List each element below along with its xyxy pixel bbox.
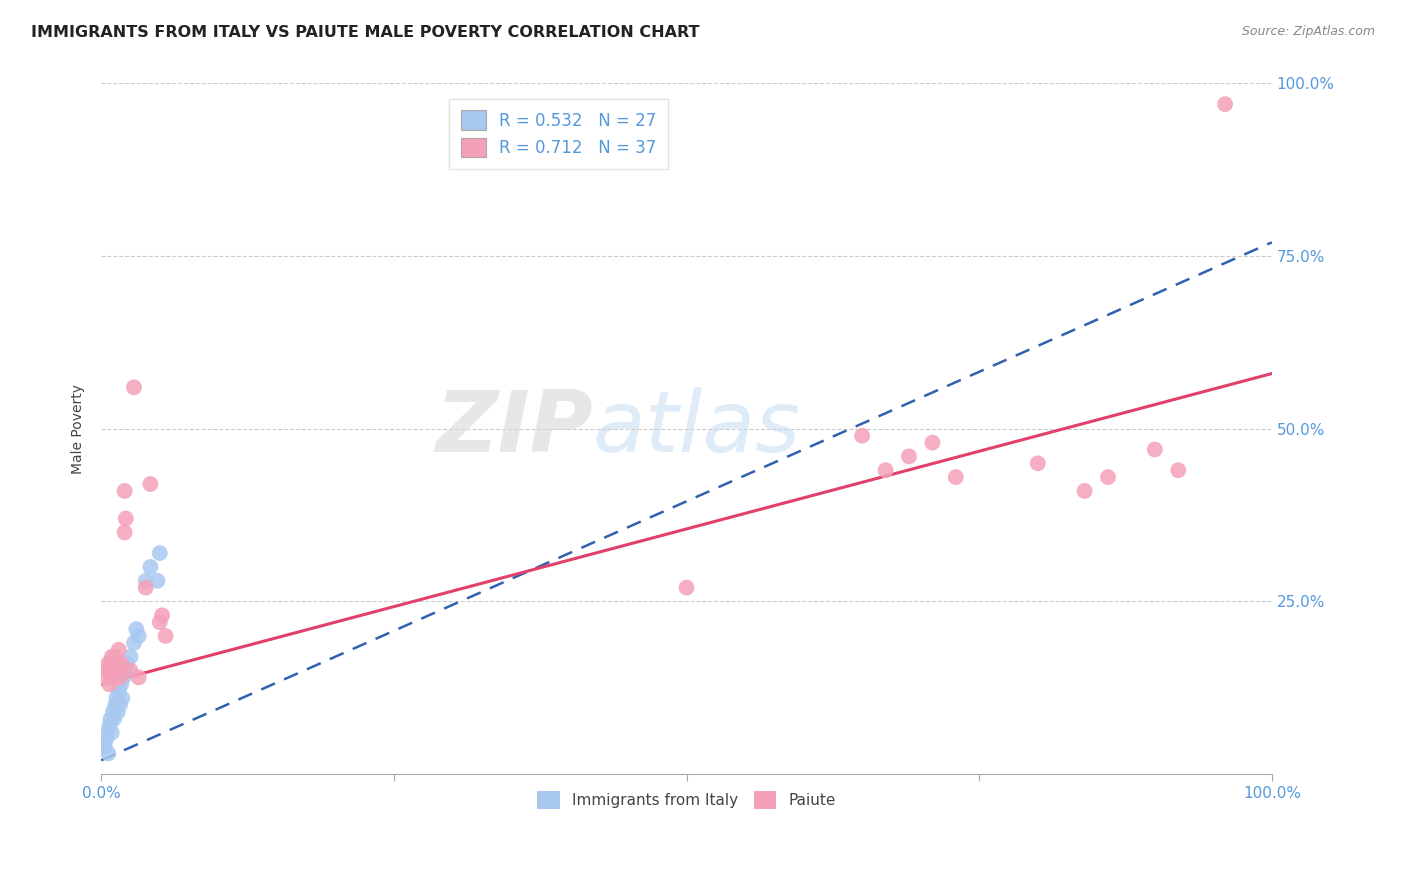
Point xyxy=(107,684,129,698)
Point xyxy=(122,380,145,394)
Point xyxy=(96,725,118,739)
Point xyxy=(139,560,162,574)
Point xyxy=(1026,456,1049,470)
Point xyxy=(898,450,921,464)
Point xyxy=(104,698,127,712)
Point xyxy=(103,664,125,678)
Point xyxy=(96,664,118,678)
Text: Source: ZipAtlas.com: Source: ZipAtlas.com xyxy=(1241,25,1375,38)
Point xyxy=(128,670,150,684)
Point xyxy=(128,629,150,643)
Point xyxy=(97,747,120,761)
Point xyxy=(921,435,943,450)
Point xyxy=(146,574,169,588)
Legend: Immigrants from Italy, Paiute: Immigrants from Italy, Paiute xyxy=(531,785,842,814)
Point xyxy=(105,691,128,706)
Point xyxy=(149,615,172,630)
Point xyxy=(105,657,128,671)
Point xyxy=(122,636,145,650)
Text: IMMIGRANTS FROM ITALY VS PAIUTE MALE POVERTY CORRELATION CHART: IMMIGRANTS FROM ITALY VS PAIUTE MALE POV… xyxy=(31,25,699,40)
Point xyxy=(1167,463,1189,477)
Point xyxy=(149,546,172,560)
Text: atlas: atlas xyxy=(593,387,801,470)
Point xyxy=(851,428,873,442)
Point xyxy=(101,670,124,684)
Y-axis label: Male Poverty: Male Poverty xyxy=(72,384,86,474)
Point xyxy=(107,642,129,657)
Point xyxy=(135,581,157,595)
Point xyxy=(93,670,115,684)
Point xyxy=(120,649,142,664)
Point xyxy=(111,691,134,706)
Point xyxy=(108,698,131,712)
Point xyxy=(101,705,124,719)
Point xyxy=(114,664,136,678)
Point xyxy=(94,732,117,747)
Point xyxy=(100,649,122,664)
Point xyxy=(115,657,138,671)
Point xyxy=(150,608,173,623)
Point xyxy=(875,463,897,477)
Point xyxy=(110,657,132,671)
Point xyxy=(1097,470,1119,484)
Point xyxy=(1213,97,1236,112)
Point xyxy=(100,725,122,739)
Point xyxy=(114,525,136,540)
Point xyxy=(107,664,129,678)
Point xyxy=(1073,483,1095,498)
Text: ZIP: ZIP xyxy=(436,387,593,470)
Point xyxy=(114,483,136,498)
Point xyxy=(155,629,177,643)
Point xyxy=(104,649,127,664)
Point xyxy=(108,670,131,684)
Point xyxy=(135,574,157,588)
Point xyxy=(675,581,697,595)
Point xyxy=(114,511,136,525)
Point xyxy=(98,677,121,691)
Point xyxy=(945,470,967,484)
Point xyxy=(107,705,129,719)
Point xyxy=(97,657,120,671)
Point xyxy=(100,657,122,671)
Point xyxy=(100,712,122,726)
Point xyxy=(139,477,162,491)
Point xyxy=(120,664,142,678)
Point xyxy=(103,712,125,726)
Point xyxy=(1143,442,1166,457)
Point xyxy=(125,622,148,636)
Point xyxy=(98,719,121,733)
Point xyxy=(110,677,132,691)
Point xyxy=(93,739,115,754)
Point xyxy=(112,670,135,684)
